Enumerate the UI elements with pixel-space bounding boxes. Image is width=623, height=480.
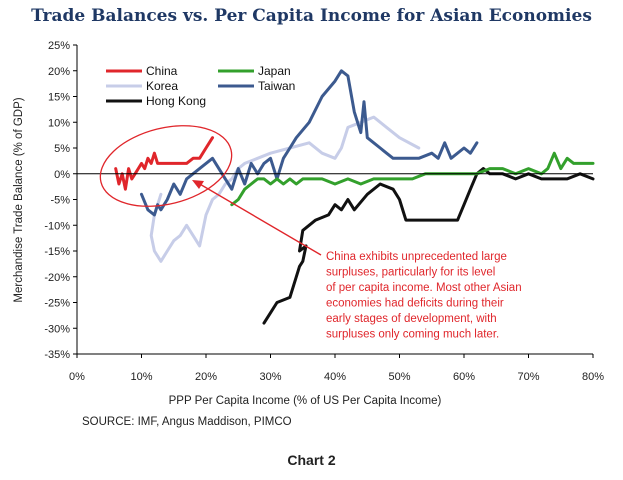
legend-label-korea: Korea: [146, 79, 178, 93]
annotation-arrow: [197, 182, 322, 256]
annotation-line: of per capita income. Most other Asian: [326, 282, 522, 294]
axis-layer: [76, 45, 593, 355]
annotation-line: China exhibits unprecedented large: [326, 251, 507, 263]
legend-label-japan: Japan: [258, 64, 291, 78]
annotation-line: early stages of development, with: [326, 313, 497, 325]
ticks-layer: 25% 20% 15% 10% 5% 0% -5% -10% -15% -20% -25% -30% -…: [44, 40, 604, 383]
series-line-japan: [230, 151, 595, 207]
y-tick-label: -15%: [44, 246, 70, 258]
y-tick-label: 15%: [48, 92, 70, 104]
china-annotation: China exhibits unprecedented large surplu…: [326, 251, 522, 341]
x-tick-label: 60%: [453, 371, 475, 383]
y-tick-label: 25%: [48, 40, 70, 52]
series-layer: [114, 69, 595, 325]
annotation-line: surpluses only coming much later.: [326, 329, 499, 341]
x-tick-label: 50%: [388, 371, 410, 383]
series-line-korea: [149, 115, 421, 263]
x-tick-label: 0%: [69, 371, 85, 383]
y-tick-label: 0%: [54, 169, 70, 181]
x-axis-label: PPP Per Capita Income (% of US Per Capit…: [169, 395, 442, 407]
chart-title: Trade Balances vs. Per Capita Income for…: [31, 6, 592, 26]
y-tick-label: -10%: [44, 220, 70, 232]
x-tick-label: 10%: [130, 371, 152, 383]
china-highlight-ellipse: [99, 125, 233, 207]
chart-caption: Chart 2: [287, 452, 336, 468]
x-tick-label: 40%: [324, 371, 346, 383]
y-tick-label: 20%: [48, 66, 70, 78]
x-tick-label: 80%: [582, 371, 604, 383]
annotation-line: surpluses, particularly for its level: [326, 267, 495, 279]
y-tick-label: -5%: [50, 195, 70, 207]
annotation-arrowhead: [192, 180, 204, 189]
y-tick-label: -30%: [44, 323, 70, 335]
legend: China Japan Korea Taiwan Hong Kong: [106, 64, 295, 108]
y-tick-label: 5%: [54, 143, 70, 155]
x-tick-label: 70%: [517, 371, 539, 383]
y-tick-label: -20%: [44, 272, 70, 284]
y-tick-label: 10%: [48, 117, 70, 129]
y-tick-label: -35%: [44, 349, 70, 361]
series-line-china: [114, 136, 214, 191]
x-tick-label: 20%: [195, 371, 217, 383]
legend-label-hong-kong: Hong Kong: [146, 94, 206, 108]
y-tick-label: -25%: [44, 298, 70, 310]
series-line-taiwan: [140, 69, 479, 217]
source-note: SOURCE: IMF, Angus Maddison, PIMCO: [82, 416, 292, 428]
y-axis-label: Merchandise Trade Balance (% of GDP): [13, 97, 25, 302]
legend-label-china: China: [146, 64, 178, 78]
legend-label-taiwan: Taiwan: [258, 79, 295, 93]
x-tick-label: 30%: [259, 371, 281, 383]
series-line-hong-kong: [262, 167, 595, 325]
annotation-line: economies had deficits during their: [326, 298, 504, 310]
